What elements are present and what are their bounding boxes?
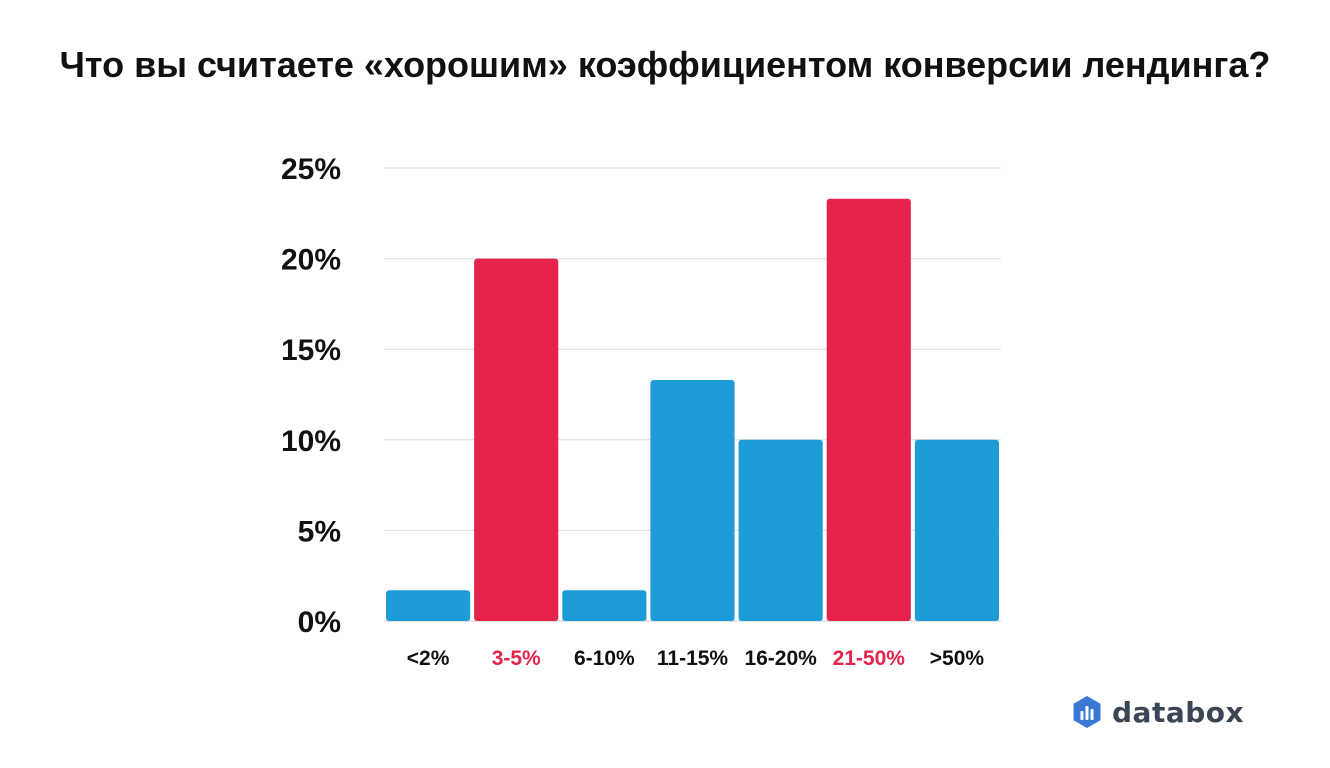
y-tick-label: 5% (298, 515, 341, 548)
bar-5 (826, 198, 911, 621)
bar-3 (650, 380, 735, 621)
databox-logo-icon (1073, 696, 1101, 728)
y-tick-label: 10% (281, 425, 341, 458)
brand-logo: databox (1072, 692, 1244, 732)
bar-2 (562, 590, 647, 621)
brand-name: databox (1112, 695, 1245, 729)
x-axis-ticks: <2% 3-5% 6-10% 11-15% 16-20% 21-50% >50% (407, 647, 985, 670)
bar-6 (914, 439, 999, 621)
x-tick-label: 11-15% (657, 647, 729, 670)
x-tick-label: >50% (930, 647, 985, 670)
x-tick-label: 6-10% (574, 647, 635, 670)
y-tick-label: 25% (281, 153, 341, 186)
bars (386, 198, 999, 621)
x-tick-label: 3-5% (492, 647, 541, 670)
y-tick-label: 15% (281, 334, 341, 367)
chart-title: Что вы считаете «хорошим» коэффициентом … (59, 44, 1271, 85)
x-tick-label: <2% (407, 647, 450, 670)
x-tick-label: 21-50% (833, 647, 906, 670)
bar-4 (738, 439, 823, 621)
y-tick-label: 20% (281, 244, 341, 277)
y-tick-label: 0% (298, 606, 341, 639)
y-axis-ticks: 0% 5% 10% 15% 20% 25% (281, 153, 341, 639)
x-tick-label: 16-20% (744, 647, 817, 670)
bar-0 (386, 590, 471, 621)
bar-1 (474, 258, 559, 621)
